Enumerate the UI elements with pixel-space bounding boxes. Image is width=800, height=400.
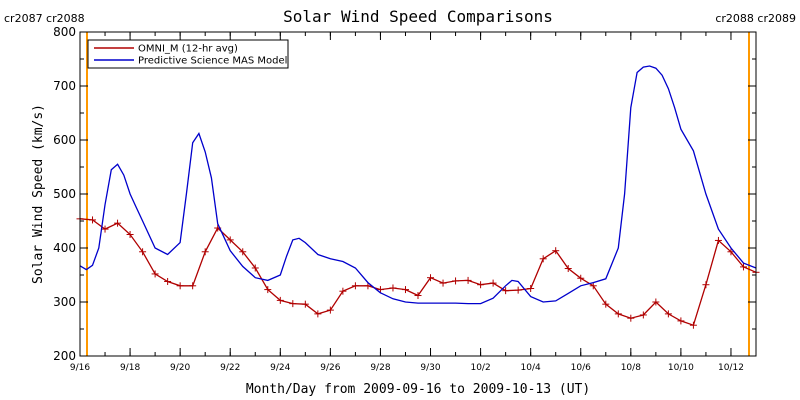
data-point-omni <box>126 231 134 238</box>
data-point-omni <box>264 286 272 294</box>
data-point-omni <box>652 298 660 306</box>
data-point-omni <box>464 276 472 284</box>
x-tick-label: 9/28 <box>370 363 390 373</box>
data-point-omni <box>389 284 397 292</box>
legend-label-omni: OMNI_M (12-hr avg) <box>138 44 238 55</box>
data-point-omni <box>527 285 535 292</box>
y-tick-label: 600 <box>53 133 76 147</box>
legend: OMNI_M (12-hr avg) Predictive Science MA… <box>87 39 289 69</box>
y-tick-label: 400 <box>53 241 76 255</box>
data-point-omni <box>439 279 447 287</box>
data-point-omni <box>552 247 560 255</box>
x-tick-label: 10/10 <box>668 363 694 373</box>
data-point-omni <box>714 236 722 244</box>
x-tick-label: 9/18 <box>120 363 140 373</box>
data-point-omni <box>139 248 147 256</box>
data-point-omni <box>639 311 647 319</box>
data-point-omni <box>189 282 197 290</box>
data-point-omni <box>689 321 697 329</box>
data-point-omni <box>364 282 372 290</box>
x-tick-label: 10/6 <box>571 363 591 373</box>
y-tick-label: 700 <box>53 79 76 93</box>
data-point-omni <box>414 292 422 300</box>
data-point-omni <box>452 277 460 285</box>
data-point-omni <box>89 216 97 224</box>
x-axis-label: Month/Day from 2009-09-16 to 2009-10-13 … <box>246 382 590 397</box>
y-axis: 200 300 400 500 600 700 800 <box>53 25 756 363</box>
data-point-omni <box>164 277 172 285</box>
plot-frame <box>79 31 757 357</box>
legend-box <box>87 39 289 69</box>
data-point-omni <box>301 300 309 308</box>
data-point-omni <box>339 287 347 295</box>
y-tick-label: 300 <box>53 295 76 309</box>
data-point-omni <box>201 248 209 256</box>
data-point-omni <box>376 286 384 294</box>
data-point-omni <box>351 282 359 290</box>
x-axis: 9/16 9/18 9/20 9/22 9/24 9/26 9/28 9/30 10/2 10/4… <box>70 32 757 373</box>
data-point-omni <box>401 286 409 294</box>
data-point-omni <box>276 296 284 304</box>
data-point-omni <box>427 274 435 282</box>
data-point-omni <box>226 236 234 244</box>
data-point-omni <box>114 219 122 227</box>
data-point-omni <box>539 255 547 263</box>
series-line-model <box>79 65 757 305</box>
data-point-omni <box>477 281 485 289</box>
x-tick-label: 9/30 <box>420 363 440 373</box>
x-tick-label: 10/4 <box>521 363 541 373</box>
data-point-omni <box>614 310 622 318</box>
x-tick-label: 10/12 <box>718 363 744 373</box>
y-axis-label: Solar Wind Speed (km/s) <box>31 104 46 284</box>
y-tick-label: 500 <box>53 187 76 201</box>
x-tick-label: 9/20 <box>170 363 190 373</box>
data-point-omni <box>239 248 247 256</box>
carrington-marker-label: cr2087 cr2088 <box>4 12 85 25</box>
data-point-omni <box>564 265 572 273</box>
x-tick-label: 9/24 <box>270 363 290 373</box>
data-point-omni <box>489 279 497 287</box>
data-point-omni <box>514 286 522 294</box>
data-point-omni <box>326 306 334 314</box>
data-point-omni <box>664 310 672 318</box>
data-point-omni <box>677 317 685 325</box>
y-tick-label: 200 <box>53 349 76 363</box>
data-point-omni <box>589 282 597 290</box>
legend-label-model: Predictive Science MAS Model <box>138 56 287 67</box>
x-tick-label: 9/16 <box>70 363 90 373</box>
data-point-omni <box>577 274 585 282</box>
data-point-omni <box>151 270 159 278</box>
chart-title: Solar Wind Speed Comparisons <box>283 7 553 26</box>
data-point-omni <box>176 282 184 290</box>
data-point-omni <box>702 281 710 289</box>
data-point-omni <box>602 300 610 308</box>
data-point-omni <box>251 264 259 272</box>
data-point-omni <box>101 225 109 233</box>
data-point-omni <box>314 310 322 318</box>
data-point-omni <box>289 300 297 308</box>
data-point-omni <box>627 314 635 322</box>
carrington-marker-label: cr2088 cr2089 <box>715 12 796 25</box>
x-tick-label: 10/8 <box>621 363 641 373</box>
x-tick-label: 10/2 <box>470 363 490 373</box>
x-tick-label: 9/26 <box>320 363 340 373</box>
data-point-omni <box>739 263 747 271</box>
series-layer <box>76 65 760 329</box>
x-tick-label: 9/22 <box>220 363 240 373</box>
y-tick-label: 800 <box>53 25 76 39</box>
data-point-omni <box>502 287 510 295</box>
